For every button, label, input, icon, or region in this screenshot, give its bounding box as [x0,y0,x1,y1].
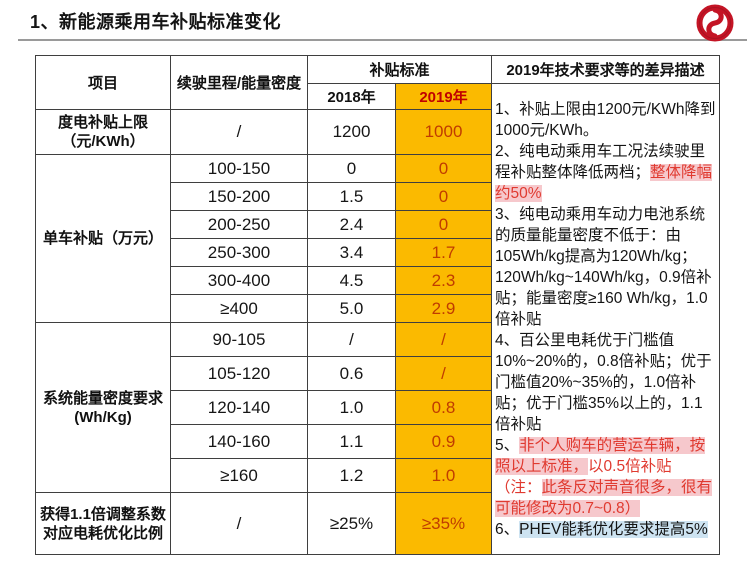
subsidy-2019-4: 2.3 [395,266,492,295]
notes-list: 1、补贴上限由1200元/KWh降到1000元/KWh。 2、纯电动乘用车工况法续… [495,99,716,540]
cap-range: / [170,109,308,155]
note-segment: 2、纯电动乘用车工况法续驶里程补贴整体降低两档； [495,142,706,181]
note-item: 1、补贴上限由1200元/KWh降到1000元/KWh。 [495,99,716,141]
row-label-density: 系统能量密度要求 (Wh/Kg) [35,322,171,493]
col-header-2019: 2019年 [395,83,492,110]
density-2019-3: 0.9 [395,424,492,459]
col-header-2018: 2018年 [307,83,396,110]
density-2019-4: 1.0 [395,458,492,493]
adjust-2019: ≥35% [395,492,492,555]
subsidy-range-3: 250-300 [170,238,308,267]
density-range-3: 140-160 [170,424,308,459]
subsidy-table: 项目 续驶里程/能量密度 补贴标准 2019年技术要求等的差异描述 2018年 … [35,55,720,555]
note-segment: 以0.5倍补贴（注： [495,457,672,496]
note-item: 5、非个人购车的营运车辆，按照以上标准，以0.5倍补贴（注：此条反对声音很多，很… [495,435,716,519]
subsidy-2019-2: 0 [395,210,492,239]
description-cell: 1、补贴上限由1200元/KWh降到1000元/KWh。 2、纯电动乘用车工况法续… [491,83,720,555]
adjust-2018: ≥25% [307,492,396,555]
row-label-adjust: 获得1.1倍调整系数对应电耗优化比例 [35,492,171,555]
subsidy-2018-4: 4.5 [307,266,396,295]
note-segment: PHEV能耗优化要求提高5% [519,520,708,538]
note-item: 2、纯电动乘用车工况法续驶里程补贴整体降低两档；整体降幅约50% [495,141,716,204]
subsidy-2019-5: 2.9 [395,294,492,323]
page-title: 1、新能源乘用车补贴标准变化 [30,12,282,32]
subsidy-2019-1: 0 [395,182,492,211]
density-2019-2: 0.8 [395,390,492,425]
density-2018-0: / [307,322,396,357]
cap-2019: 1000 [395,109,492,155]
density-2018-3: 1.1 [307,424,396,459]
subsidy-range-1: 150-200 [170,182,308,211]
note-segment: 5、 [495,436,520,454]
density-2018-4: 1.2 [307,458,396,493]
col-header-subsidy: 补贴标准 [307,55,492,84]
col-header-item: 项目 [35,55,171,110]
density-range-2: 120-140 [170,390,308,425]
note-segment: 6、 [495,520,520,538]
row-label-cap: 度电补贴上限（元/KWh） [35,109,171,155]
col-header-range-density: 续驶里程/能量密度 [170,55,308,110]
density-range-4: ≥160 [170,458,308,493]
note-segment: 4、百公里电耗优于门槛值10%~20%的，0.8倍补贴；优于门槛值20%~35%… [495,331,712,433]
subsidy-2018-3: 3.4 [307,238,396,267]
note-segment: 3、纯电动乘用车动力电池系统的质量能量密度不低于：由105Wh/kg提高为120… [495,205,712,328]
adjust-range: / [170,492,308,555]
subsidy-2018-2: 2.4 [307,210,396,239]
density-range-1: 105-120 [170,356,308,391]
subsidy-2018-1: 1.5 [307,182,396,211]
note-item: 6、PHEV能耗优化要求提高5% [495,519,716,540]
title-underline [18,39,747,41]
subsidy-range-5: ≥400 [170,294,308,323]
subsidy-range-2: 200-250 [170,210,308,239]
density-2018-2: 1.0 [307,390,396,425]
subsidy-2019-0: 0 [395,154,492,183]
note-item: 4、百公里电耗优于门槛值10%~20%的，0.8倍补贴；优于门槛值20%~35%… [495,330,716,435]
note-item: 3、纯电动乘用车动力电池系统的质量能量密度不低于：由105Wh/kg提高为120… [495,204,716,330]
density-range-0: 90-105 [170,322,308,357]
dongfeng-logo-icon [696,4,734,42]
subsidy-range-0: 100-150 [170,154,308,183]
subsidy-2019-3: 1.7 [395,238,492,267]
density-2018-1: 0.6 [307,356,396,391]
col-header-description: 2019年技术要求等的差异描述 [491,55,720,84]
row-label-subsidy: 单车补贴（万元） [35,154,171,323]
subsidy-2018-0: 0 [307,154,396,183]
subsidy-2018-5: 5.0 [307,294,396,323]
subsidy-range-4: 300-400 [170,266,308,295]
cap-2018: 1200 [307,109,396,155]
density-2019-1: / [395,356,492,391]
note-segment: 1、补贴上限由1200元/KWh降到1000元/KWh。 [495,100,716,139]
density-2019-0: / [395,322,492,357]
